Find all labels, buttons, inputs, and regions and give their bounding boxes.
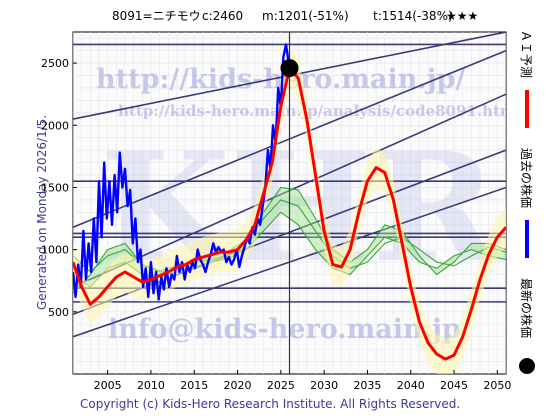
x-tick-label: 2035 [353, 379, 381, 392]
latest-price-marker [280, 59, 299, 78]
watermark-email: info@kids-hero.main.jp [108, 314, 461, 345]
legend-ai-forecast: ＡＩ予測 [519, 30, 533, 128]
ai-forecast-envelope [73, 48, 506, 374]
x-tick-label: 2010 [137, 379, 165, 392]
header-stars: ★★★ [446, 9, 478, 23]
x-tick-label: 2050 [483, 379, 511, 392]
legend-ai-forecast-label: ＡＩ予測 [519, 30, 533, 78]
y-tick-label: 1500 [41, 181, 69, 194]
x-tick-label: 2020 [224, 379, 252, 392]
y-axis: 500 1000 1500 2000 2500 [41, 57, 77, 319]
legend: ＡＩ予測 過去の株価 最新の株価 [519, 30, 535, 374]
header-median: m:1201(-51%) [262, 9, 349, 23]
generated-date-label: Generated on Monday 2026/1/5. [35, 115, 49, 310]
x-tick-label: 2030 [310, 379, 338, 392]
y-tick-label: 1000 [41, 244, 69, 257]
x-tick-label: 2025 [267, 379, 295, 392]
header-target: t:1514(-38%) [373, 9, 453, 23]
watermark-analysis-url: http://kids-hero.main.jp/analysis/code80… [118, 102, 522, 120]
legend-past-price: 過去の株価 [519, 148, 534, 258]
header-code-name: 8091=ニチモウ [112, 9, 201, 23]
copyright-text: Copyright (c) Kids-Hero Research Institu… [80, 397, 460, 411]
latest-price-dot [280, 59, 299, 78]
x-axis: 2005 2010 2015 2020 2025 2030 2035 2040 2045 2050 [94, 370, 511, 392]
x-tick-label: 2040 [397, 379, 425, 392]
y-tick-label: 2000 [41, 119, 69, 132]
legend-latest-price-dot [519, 358, 535, 374]
x-tick-label: 2015 [180, 379, 208, 392]
legend-latest-price: 最新の株価 [519, 278, 535, 374]
legend-past-price-label: 過去の株価 [519, 148, 534, 208]
legend-latest-price-label: 最新の株価 [519, 278, 534, 338]
x-tick-label: 2005 [94, 379, 122, 392]
y-tick-label: 500 [48, 306, 69, 319]
x-tick-label: 2045 [440, 379, 468, 392]
header-current-price: c:2460 [202, 9, 243, 23]
y-tick-label: 2500 [41, 57, 69, 70]
